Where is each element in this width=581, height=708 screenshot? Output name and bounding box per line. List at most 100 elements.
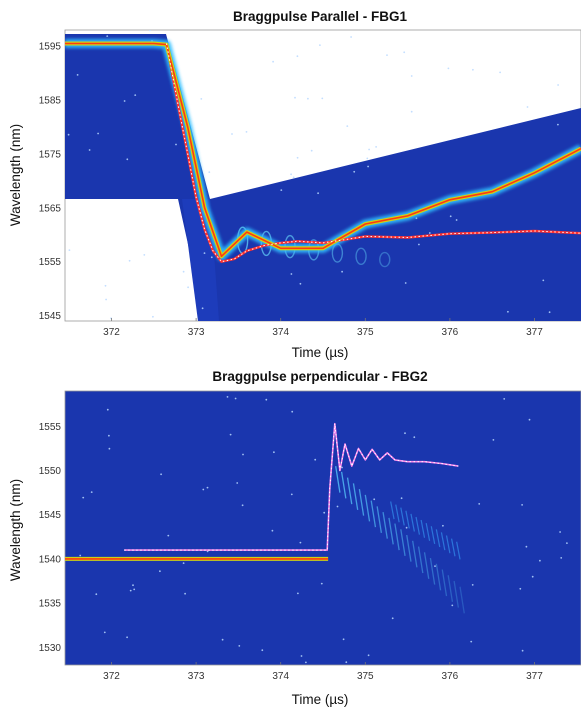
speckle-dot — [521, 649, 524, 652]
speckle-dot — [206, 550, 209, 553]
speckle-dot — [97, 132, 99, 135]
x-tick-label: 372 — [103, 327, 120, 338]
speckle-dot — [292, 176, 295, 179]
speckle-dot — [238, 645, 241, 647]
ringing-streak — [417, 546, 424, 574]
speckle-dot — [200, 98, 203, 100]
ringing-arc — [355, 247, 367, 266]
speckle-dot — [471, 584, 474, 586]
speckle-dot — [404, 432, 406, 435]
speckle-dot — [548, 311, 551, 314]
speckle-dot — [143, 254, 146, 256]
speckle-dot — [531, 575, 534, 578]
speckle-dot — [373, 498, 376, 501]
x-tick-label: 373 — [188, 671, 205, 682]
speckle-dot — [418, 243, 420, 246]
ringing-streak — [459, 586, 465, 614]
chart-2-x-label: Time (µs) — [292, 692, 349, 707]
y-tick-label: 1565 — [39, 203, 62, 214]
speckle-dot — [221, 638, 224, 641]
speckle-dot — [160, 473, 163, 476]
ringing-streak — [423, 552, 430, 579]
chart-1-y-ticks: 1545 1555 1565 1575 1585 1595 — [39, 42, 62, 322]
speckle-dot — [507, 310, 509, 313]
speckle-dot — [299, 541, 302, 544]
speckle-dot — [353, 170, 356, 173]
speckle-dot — [472, 68, 474, 71]
speckle-dot — [405, 526, 408, 529]
ringing-streak — [376, 506, 383, 533]
speckle-dot — [557, 84, 559, 86]
speckle-dot — [296, 55, 299, 58]
speckle-dot — [346, 125, 349, 127]
chart-2-x-ticks: 372 373 374 375 376 377 — [103, 662, 543, 682]
ringing-streak — [400, 529, 406, 556]
speckle-dot — [442, 524, 444, 527]
chart-1-noise-speckle — [67, 30, 559, 320]
speckle-dot — [297, 592, 299, 595]
chart-2-ringing-pattern — [335, 466, 465, 614]
speckle-dot — [542, 279, 545, 282]
chart-2-title: Braggpulse perpendicular - FBG2 — [212, 369, 427, 384]
speckle-dot — [386, 54, 388, 56]
speckle-dot — [403, 51, 406, 54]
speckle-dot — [184, 592, 187, 595]
x-tick-label: 372 — [103, 671, 120, 682]
chart-2-noise-speckle — [79, 396, 568, 664]
ringing-streak — [352, 483, 359, 510]
speckle-dot — [350, 36, 352, 38]
speckle-dot — [290, 493, 293, 496]
speckle-dot — [366, 157, 369, 160]
ringing-streak — [382, 511, 388, 539]
speckle-dot — [539, 559, 541, 562]
speckle-dot — [428, 232, 431, 234]
speckle-dot — [152, 315, 154, 318]
ringing-streak — [441, 569, 448, 597]
speckle-dot — [290, 273, 293, 275]
speckle-dot — [129, 589, 132, 592]
chart-2-y-label: Wavelength (nm) — [8, 479, 23, 581]
speckle-dot — [336, 505, 339, 508]
ringing-streak — [425, 523, 431, 541]
speckle-dot — [321, 97, 324, 100]
speckle-dot — [67, 133, 70, 136]
ringing-streak — [410, 513, 415, 532]
speckle-dot — [229, 433, 232, 436]
speckle-dot — [134, 94, 137, 96]
x-tick-label: 377 — [526, 327, 543, 338]
speckle-dot — [126, 636, 128, 639]
speckle-dot — [314, 458, 317, 461]
ringing-streak — [400, 507, 405, 526]
speckle-dot — [126, 158, 129, 161]
speckle-dot — [187, 286, 190, 289]
speckle-dot — [415, 217, 418, 220]
x-tick-label: 375 — [357, 671, 374, 682]
speckle-dot — [291, 410, 294, 413]
ringing-streak — [395, 504, 400, 523]
speckle-dot — [451, 604, 454, 607]
speckle-dot — [375, 146, 377, 148]
speckle-dot — [206, 486, 209, 489]
speckle-dot — [320, 582, 323, 585]
speckle-dot — [208, 171, 211, 174]
speckle-dot — [103, 631, 106, 634]
speckle-dot — [478, 503, 481, 505]
speckle-dot — [521, 504, 523, 506]
y-tick-label: 1545 — [39, 510, 62, 521]
speckle-dot — [95, 593, 98, 596]
speckle-dot — [410, 110, 413, 113]
speckle-dot — [367, 165, 369, 168]
ringing-streak — [406, 534, 412, 562]
speckle-dot — [391, 617, 394, 620]
speckle-dot — [234, 397, 237, 400]
chart-2-y-ticks: 1530 1535 1540 1545 1550 1555 — [39, 422, 62, 654]
ringing-streak — [394, 523, 400, 551]
speckle-dot — [449, 215, 452, 218]
ringing-streak — [370, 500, 377, 528]
ringing-streak — [390, 501, 395, 520]
speckle-dot — [201, 307, 204, 310]
speckle-dot — [305, 661, 307, 664]
ringing-streak — [430, 526, 436, 545]
speckle-dot — [265, 398, 268, 401]
speckle-dot — [345, 661, 348, 664]
